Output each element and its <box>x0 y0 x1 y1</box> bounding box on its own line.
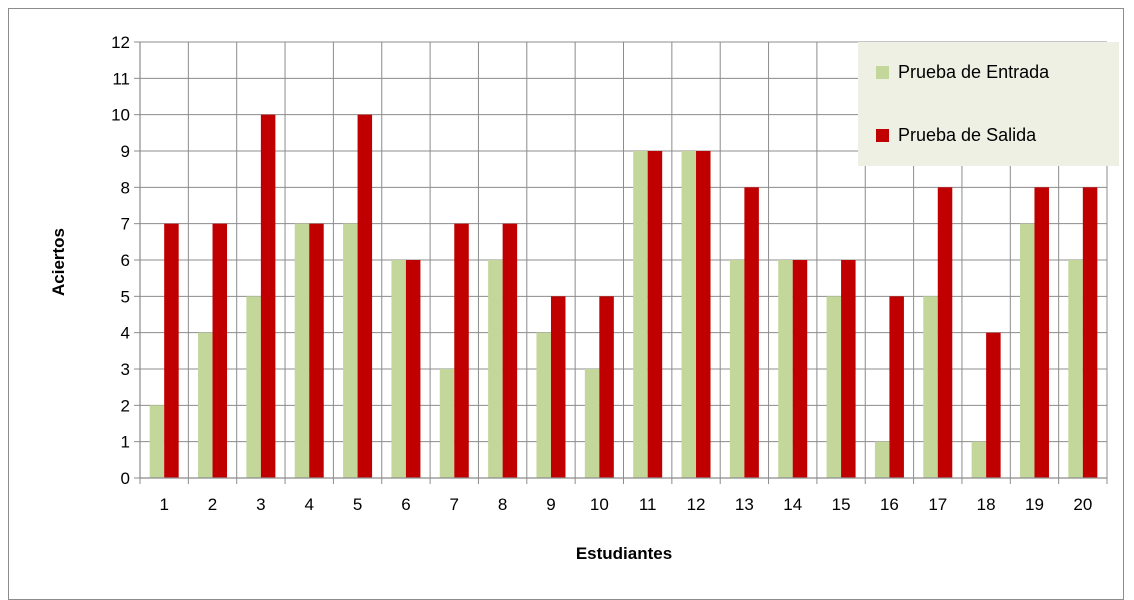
bar-salida-8 <box>502 223 518 478</box>
x-tick-label: 1 <box>159 495 168 514</box>
x-tick-label: 14 <box>783 495 802 514</box>
x-tick-label: 17 <box>928 495 947 514</box>
y-tick-label: 5 <box>121 287 130 306</box>
bar-salida-6 <box>405 260 421 478</box>
legend-items: Prueba de Entrada Prueba de Salida <box>876 62 1050 145</box>
x-tick-label: 10 <box>590 495 609 514</box>
bar-salida-18 <box>986 332 1001 478</box>
x-tick-label: 9 <box>546 495 555 514</box>
bar-entrada-15 <box>826 296 842 478</box>
bar-salida-15 <box>841 260 856 478</box>
y-tick-label: 3 <box>121 360 130 379</box>
bar-salida-7 <box>454 223 469 478</box>
bar-salida-2 <box>212 223 228 478</box>
bar-entrada-19 <box>1019 223 1035 478</box>
y-tick-label: 10 <box>111 106 130 125</box>
bar-entrada-9 <box>536 332 551 478</box>
bar-entrada-3 <box>246 296 261 478</box>
legend-label-entrada: Prueba de Entrada <box>898 62 1050 82</box>
bar-entrada-4 <box>294 223 310 478</box>
bar-entrada-2 <box>198 332 213 478</box>
y-tick-label: 8 <box>121 178 130 197</box>
bar-entrada-18 <box>971 441 987 478</box>
bar-entrada-8 <box>488 260 503 478</box>
x-tick-label: 11 <box>639 495 657 514</box>
bars-layer <box>149 114 1098 479</box>
bar-entrada-12 <box>681 151 697 478</box>
bar-salida-20 <box>1082 187 1098 479</box>
x-tick-label: 18 <box>977 495 996 514</box>
x-tick-label: 13 <box>735 495 754 514</box>
y-tick-label: 7 <box>121 215 130 234</box>
bar-salida-17 <box>937 187 953 479</box>
bar-entrada-5 <box>343 223 358 478</box>
y-tick-label: 0 <box>121 469 130 488</box>
bar-salida-9 <box>550 296 566 478</box>
legend-swatch-salida <box>876 129 889 142</box>
bar-entrada-6 <box>391 260 406 478</box>
y-tick-label: 9 <box>121 142 130 161</box>
bar-entrada-17 <box>923 296 938 478</box>
y-tick-label: 4 <box>121 324 130 343</box>
legend-swatch-entrada <box>876 66 889 79</box>
legend-label-salida: Prueba de Salida <box>898 125 1037 145</box>
bar-salida-16 <box>889 296 904 478</box>
bar-salida-12 <box>696 151 711 478</box>
y-tick-label: 2 <box>121 396 130 415</box>
x-axis-title: Estudiantes <box>576 544 672 563</box>
x-tick-label: 4 <box>304 495 313 514</box>
x-tick-label: 19 <box>1025 495 1044 514</box>
y-tick-label: 6 <box>121 251 130 270</box>
bar-salida-4 <box>309 223 324 478</box>
x-tick-label: 15 <box>832 495 851 514</box>
x-tick-label: 5 <box>353 495 362 514</box>
bar-entrada-16 <box>874 441 890 478</box>
bar-salida-14 <box>792 260 808 478</box>
x-tick-label: 7 <box>450 495 459 514</box>
bar-salida-13 <box>744 187 759 479</box>
bar-salida-5 <box>357 114 373 479</box>
x-tick-label: 16 <box>880 495 899 514</box>
y-tick-label: 12 <box>111 33 130 52</box>
x-tick-label: 20 <box>1073 495 1092 514</box>
bar-entrada-7 <box>439 369 455 478</box>
y-tick-label: 11 <box>112 69 130 88</box>
bar-entrada-1 <box>149 405 165 478</box>
bar-salida-10 <box>599 296 614 478</box>
y-axis-title: Aciertos <box>49 228 68 296</box>
bar-entrada-14 <box>778 260 793 478</box>
x-tick-label: 2 <box>208 495 217 514</box>
bar-salida-11 <box>647 151 663 478</box>
legend: Prueba de Entrada Prueba de Salida <box>858 42 1119 166</box>
bar-salida-1 <box>164 223 179 478</box>
bar-entrada-11 <box>633 151 648 478</box>
x-tick-label: 3 <box>256 495 265 514</box>
bar-salida-3 <box>260 114 276 479</box>
bar-entrada-10 <box>584 369 600 478</box>
y-tick-label: 1 <box>121 433 130 452</box>
x-tick-label: 12 <box>687 495 706 514</box>
x-tick-label: 6 <box>401 495 410 514</box>
bar-entrada-13 <box>729 260 745 478</box>
bar-entrada-20 <box>1068 260 1083 478</box>
x-tick-label: 8 <box>498 495 507 514</box>
bar-salida-19 <box>1034 187 1049 479</box>
legend-box <box>858 42 1119 166</box>
